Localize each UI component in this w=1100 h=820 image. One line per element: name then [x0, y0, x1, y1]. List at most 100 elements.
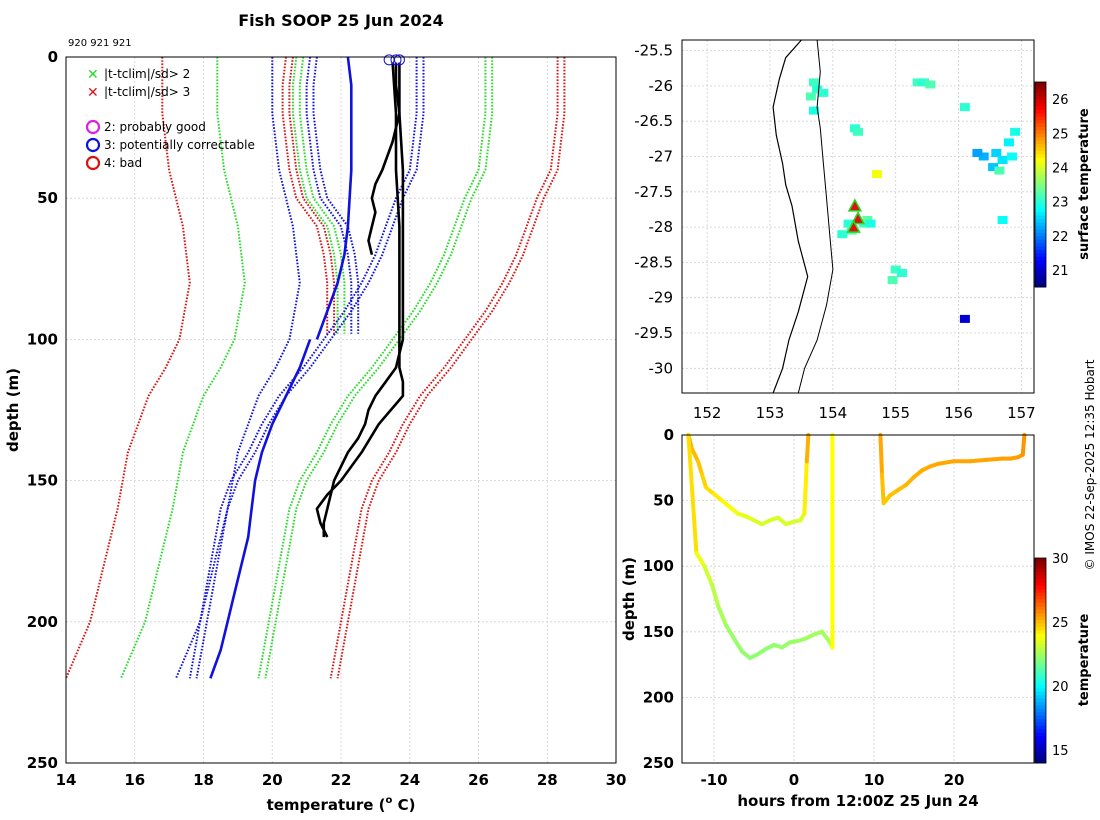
- profile-series-climatology-shallow-green: [298, 56, 346, 334]
- map-colorbar-band: [1035, 136, 1046, 141]
- time-depth-colorbar-band: [1035, 575, 1046, 579]
- time-depth-track-segment: [710, 583, 720, 608]
- map-ytick-label: -30: [649, 359, 674, 377]
- time-depth-track-segment: [820, 629, 832, 645]
- time-depth-track-segment: [700, 472, 708, 490]
- time-depth-track-segment: [696, 459, 704, 477]
- map-sst-cell: [959, 103, 970, 112]
- time-depth-colorbar-band: [1035, 691, 1046, 696]
- map-ytick-label: -29: [649, 289, 674, 307]
- map-sst-cell: [959, 314, 970, 323]
- map-sst-cell: [812, 85, 823, 94]
- profile-xtick-label: 18: [193, 771, 214, 789]
- map-colorbar-band: [1035, 225, 1046, 230]
- map-colorbar-band: [1035, 119, 1046, 124]
- profile-series-climatology-deep-upper-blue: [188, 57, 418, 679]
- map-sst-cell: [925, 80, 936, 89]
- map-colorbar-tick-label: 22: [1052, 230, 1069, 245]
- map-colorbar-band: [1035, 283, 1046, 288]
- map-colorbar-band: [1035, 201, 1046, 206]
- time-depth-colorbar-band: [1035, 722, 1046, 726]
- map-sst-cell: [972, 149, 983, 157]
- map-colorbar-band: [1035, 181, 1046, 185]
- time-depth-colorbar-band: [1035, 588, 1046, 593]
- map-sst-cell: [837, 230, 848, 239]
- map-sst-cell: [988, 163, 999, 172]
- time-depth-colorbar-frame: [1034, 557, 1047, 764]
- map-drop-marker: [847, 198, 863, 212]
- profile-series-climatology-deep-upper-red: [336, 57, 566, 679]
- profile-series-climatology-deep-upper-red: [329, 57, 559, 679]
- map-sst-cell: [1007, 152, 1017, 161]
- time-depth-track-segment: [689, 446, 700, 464]
- map-colorbar-band: [1035, 184, 1046, 189]
- map-colorbar-band: [1035, 105, 1046, 110]
- profile-ytick-label: 100: [27, 330, 58, 348]
- time-depth-colorbar-band: [1035, 581, 1046, 586]
- profile-tick-labels: 14 16 18 20 22 24 26 28 30 0 50 100 150 200 250: [27, 48, 627, 789]
- map-colorbar-band: [1035, 211, 1046, 216]
- map-colorbar-band: [1035, 239, 1046, 244]
- profile-x-axis-label: temperature (o C): [267, 795, 416, 814]
- map-colorbar-band: [1035, 92, 1046, 97]
- map-colorbar-band: [1035, 160, 1046, 165]
- legend-label-sd3: |t-tclim|/sd> 3: [104, 85, 190, 99]
- map-colorbar-band: [1035, 249, 1046, 254]
- time-depth-colorbar-band: [1035, 687, 1046, 692]
- map-colorbar-band: [1035, 153, 1046, 158]
- legend-marker-circle-magenta: [85, 119, 101, 135]
- map-colorbar-band: [1035, 263, 1046, 267]
- time-depth-colorbar-band: [1035, 599, 1046, 603]
- profile-ytick-label: 0: [48, 48, 58, 66]
- time-depth-colorbar-band: [1035, 612, 1046, 617]
- map-colorbar-band: [1035, 99, 1046, 103]
- map-sst-cell: [994, 166, 1005, 175]
- profile-xtick-label: 14: [56, 771, 77, 789]
- time-depth-colorbar-band: [1035, 640, 1046, 644]
- time-depth-track-segment: [968, 457, 988, 464]
- map-colorbar-band: [1035, 218, 1046, 223]
- time-depth-colorbar-band: [1035, 704, 1046, 709]
- map-sst-cell: [818, 88, 829, 97]
- map-colorbar-label: surface temperature: [1077, 108, 1092, 260]
- map-colorbar-band: [1035, 205, 1046, 209]
- map-sst-cell: [1003, 138, 1014, 147]
- time-depth-colorbar-band: [1035, 571, 1046, 576]
- legend-marker-x-red: ✕: [87, 85, 99, 101]
- map-ytick-label: -27: [649, 147, 674, 165]
- map-xtick-label: 157: [1007, 404, 1036, 422]
- map-sst-cell: [991, 149, 1002, 157]
- profile-series-climatology-shallow-blue: [312, 56, 360, 334]
- time-depth-ytick-label: 0: [664, 426, 674, 444]
- profile-xtick-label: 28: [537, 771, 558, 789]
- map-ytick-label: -29.5: [634, 324, 673, 342]
- xlabel-start: temperature (: [267, 796, 386, 814]
- time-depth-track-segment: [686, 433, 699, 556]
- profile-series-climatology-shallow-green: [291, 56, 339, 334]
- profile-xtick-label: 30: [606, 771, 627, 789]
- time-depth-colorbar-band: [1035, 663, 1046, 668]
- map-colorbar-band: [1035, 88, 1046, 93]
- time-depth-ytick-label: 150: [643, 623, 674, 641]
- map-sst-cell: [978, 152, 989, 161]
- time-depth-colorbar-band: [1035, 674, 1046, 679]
- time-depth-track-segment: [1020, 433, 1027, 457]
- profile-ytick-label: 250: [27, 754, 58, 772]
- time-depth-track-segment: [802, 459, 809, 516]
- map-colorbar-frame: [1034, 81, 1047, 288]
- time-depth-track-segment: [732, 636, 744, 654]
- legend-label-bad: 4: bad: [104, 156, 142, 170]
- map-colorbar-band: [1035, 116, 1046, 121]
- map-xtick-label: 154: [819, 404, 848, 422]
- time-depth-colorbar-label: temperature: [1077, 614, 1092, 707]
- time-depth-colorbar-band: [1035, 633, 1046, 638]
- profile-surface-marker: [390, 54, 402, 66]
- time-depth-xtick-label: 10: [864, 771, 885, 789]
- legend-marker-circle-blue: [85, 137, 101, 153]
- map-colorbar-band: [1035, 95, 1046, 100]
- profile-surface-marker: [393, 54, 405, 66]
- time-depth-colorbar-band: [1035, 568, 1046, 573]
- map-colorbar-band: [1035, 208, 1046, 213]
- time-depth-track-segment: [936, 459, 956, 466]
- map-sst-cell: [997, 216, 1008, 224]
